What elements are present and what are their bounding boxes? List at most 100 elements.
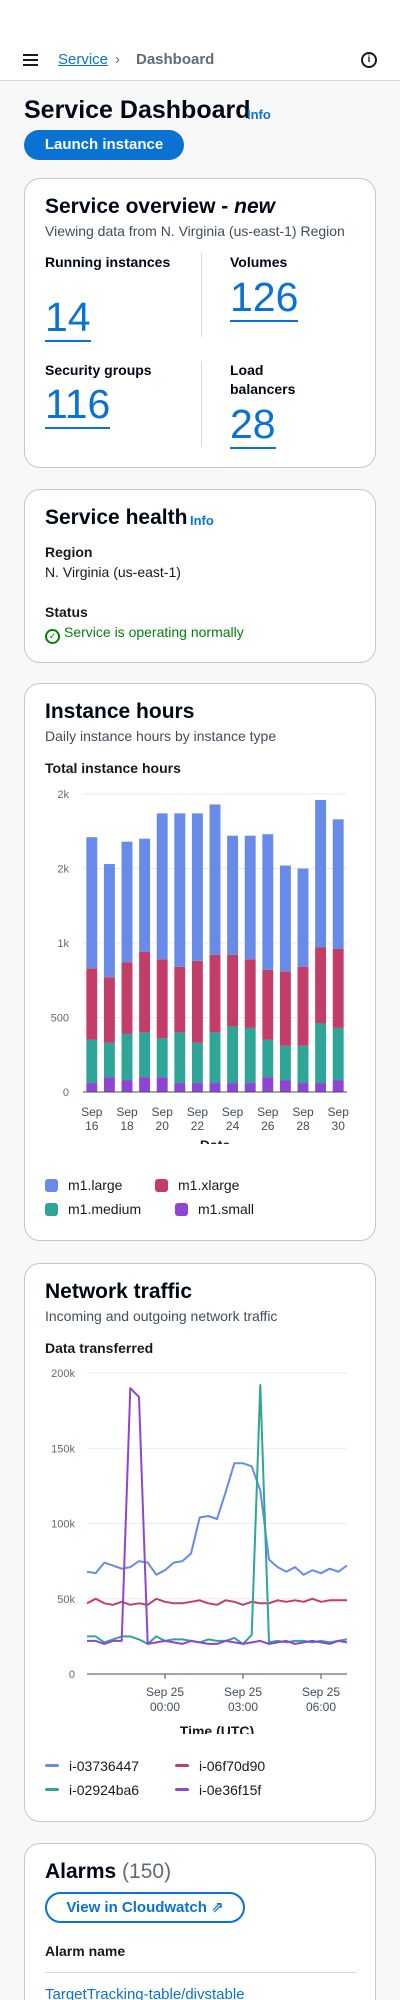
legend-item-m1-small[interactable]: m1.small (175, 1201, 254, 1217)
x-tick-label: Sep (222, 1105, 244, 1119)
bar-segment (332, 948, 344, 1028)
y-tick-label: 2k (57, 789, 69, 801)
x-tick-label: 00:00 (150, 1700, 180, 1714)
x-tick-label: Sep 25 (302, 1685, 340, 1699)
bar-segment (174, 1032, 186, 1084)
bar-segment (332, 1080, 344, 1092)
metric-value-load-balancers[interactable]: 28 (230, 401, 276, 449)
legend-swatch (175, 1788, 189, 1791)
legend-item-i-0e36f15f[interactable]: i-0e36f15f (175, 1782, 261, 1798)
x-tick-label: 06:00 (306, 1700, 336, 1714)
y-tick-label: 50k (57, 1594, 75, 1606)
alarm-name-column-header[interactable]: Alarm name (45, 1943, 126, 1959)
legend-item-m1-medium[interactable]: m1.medium (45, 1201, 141, 1217)
bar-segment (174, 813, 186, 967)
y-tick-label: 500 (51, 1013, 69, 1025)
bar-segment (227, 835, 239, 955)
bar-segment (315, 947, 327, 1024)
x-tick-label: Sep (328, 1105, 350, 1119)
bar-segment (191, 960, 203, 1043)
x-tick-label: 24 (226, 1119, 240, 1133)
bar-segment (103, 1042, 115, 1078)
bar-segment (227, 954, 239, 1027)
bar-segment (86, 1083, 98, 1092)
network-subtitle: Incoming and outgoing network traffic (45, 1308, 278, 1324)
bar-segment (139, 951, 151, 1033)
bar-segment (209, 954, 221, 1033)
bar-segment (139, 1032, 151, 1078)
menu-icon[interactable] (23, 54, 38, 66)
overview-title-new: new (234, 195, 275, 218)
region-label: Region (45, 544, 93, 560)
bar-segment (279, 1045, 291, 1081)
region-value: N. Virginia (us-east-1) (45, 564, 181, 580)
metric-value-volumes[interactable]: 126 (230, 274, 299, 322)
alarms-count: (150) (122, 1860, 172, 1883)
bar-segment (121, 841, 133, 963)
legend-swatch (45, 1203, 58, 1216)
launch-instance-button[interactable]: Launch instance (24, 130, 184, 160)
bar-segment (262, 969, 274, 1040)
x-tick-label: 28 (296, 1119, 310, 1133)
alarms-card: Alarms (150) View in Cloudwatch ⇗ Alarm … (24, 1843, 376, 2000)
bar-segment (297, 868, 309, 967)
alarms-title: Alarms (150) (45, 1860, 172, 1883)
legend-item-m1-xlarge[interactable]: m1.xlarge (155, 1177, 239, 1193)
series-line (87, 1387, 348, 1645)
info-icon[interactable]: i (361, 52, 377, 68)
x-tick-label: 30 (332, 1119, 346, 1133)
legend-item-m1-large[interactable]: m1.large (45, 1177, 122, 1193)
metric-label-security-groups: Security groups (45, 362, 152, 378)
series-line (86, 1462, 348, 1576)
health-title: Service health (45, 506, 188, 529)
x-tick-label: Sep (116, 1105, 138, 1119)
instance-hours-chart: 05001k2k2kSep16Sep18Sep20Sep22Sep24Sep26… (51, 789, 350, 1144)
bar-segment (191, 1042, 203, 1084)
page-info-link[interactable]: Info (247, 107, 271, 122)
y-tick-label: 1k (57, 938, 69, 950)
network-legend: i-03736447 i-06f70d90 i-02924ba6 i-0e36f… (45, 1758, 355, 1808)
bar-segment (86, 837, 98, 969)
bar-segment (191, 1083, 203, 1092)
network-traffic-card: Network traffic Incoming and outgoing ne… (24, 1263, 376, 1822)
bar-segment (332, 1027, 344, 1081)
x-tick-label: 20 (156, 1119, 170, 1133)
breadcrumb-service-link[interactable]: Service (58, 51, 109, 68)
bar-segment (279, 1080, 291, 1092)
legend-item-i-03736447[interactable]: i-03736447 (45, 1758, 139, 1774)
metric-divider (201, 361, 202, 447)
view-in-cloudwatch-button[interactable]: View in Cloudwatch ⇗ (45, 1892, 245, 1923)
metric-value-security-groups[interactable]: 116 (45, 381, 111, 429)
series-line (86, 1597, 347, 1606)
legend-item-i-06f70d90[interactable]: i-06f70d90 (175, 1758, 265, 1774)
instance-hours-legend: m1.large m1.xlarge m1.medium m1.small (45, 1177, 355, 1227)
bar-segment (332, 819, 344, 949)
bar-segment (279, 971, 291, 1046)
breadcrumb-current: Dashboard (136, 51, 215, 68)
x-tick-label: 18 (120, 1119, 134, 1133)
bar-segment (156, 1077, 168, 1092)
metric-value-running-instances[interactable]: 14 (45, 294, 91, 342)
bar-segment (227, 1026, 239, 1084)
table-header-divider (45, 1972, 357, 1973)
x-tick-label: 22 (191, 1119, 205, 1133)
overview-subtitle: Viewing data from N. Virginia (us-east-1… (45, 223, 345, 239)
network-title: Network traffic (45, 1280, 193, 1303)
bar-segment (156, 813, 168, 960)
bar-segment (297, 966, 309, 1046)
instance-hours-subtitle: Daily instance hours by instance type (45, 728, 277, 744)
x-tick-label: Sep (292, 1105, 314, 1119)
chevron-right-icon: › (115, 51, 120, 68)
service-overview-card: Service overview - new Viewing data from… (24, 178, 376, 468)
legend-swatch (175, 1764, 189, 1767)
instance-hours-title: Instance hours (45, 700, 195, 723)
alarm-name-link[interactable]: TargetTracking-table/divstable (45, 1986, 245, 2000)
y-tick-label: 0 (69, 1669, 75, 1681)
network-chart-label: Data transferred (45, 1340, 154, 1356)
overview-title: Service overview - new (45, 195, 275, 218)
bar-segment (297, 1045, 309, 1084)
health-info-link[interactable]: Info (190, 513, 214, 528)
legend-item-i-02924ba6[interactable]: i-02924ba6 (45, 1782, 139, 1798)
instance-hours-chart-label: Total instance hours (45, 760, 181, 776)
